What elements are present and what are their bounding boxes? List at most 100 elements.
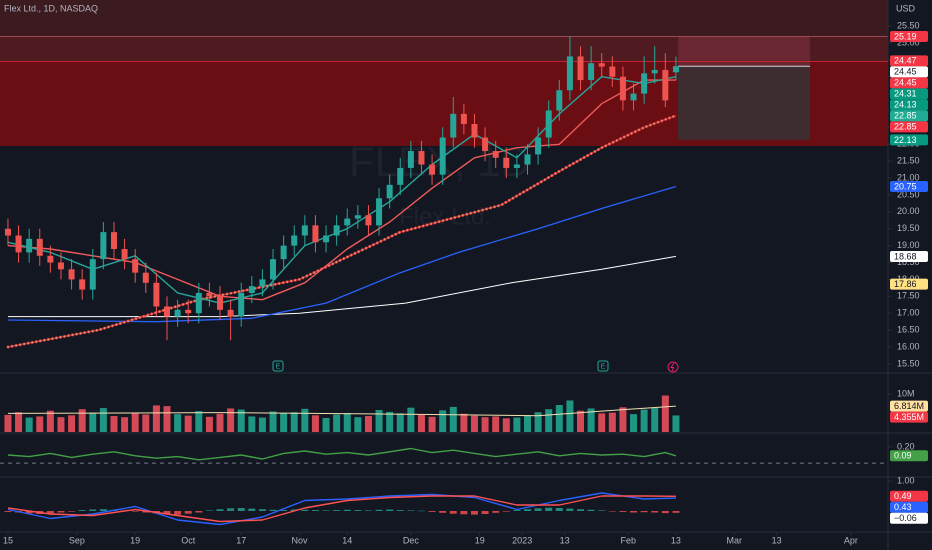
- price-tag-box: [890, 278, 928, 290]
- marker-circle[interactable]: [667, 361, 679, 373]
- dividend-marker[interactable]: [667, 361, 679, 373]
- volume-bar: [513, 417, 521, 432]
- marker-box[interactable]: [272, 360, 284, 372]
- volume-bar: [290, 412, 298, 432]
- price-tag-label: 24.47: [894, 56, 917, 66]
- price-tag: 24.45: [890, 77, 928, 89]
- candle-body: [598, 63, 605, 67]
- x-tick-label: 2023: [512, 535, 532, 545]
- candle-body: [524, 154, 531, 165]
- x-tick-label: Dec: [403, 535, 420, 545]
- earnings-marker[interactable]: E: [597, 360, 609, 372]
- price-tag: 4.355M: [890, 411, 928, 423]
- price-tag: 6.814M: [890, 400, 928, 412]
- price-tag-label: 24.45: [894, 67, 917, 77]
- volume-bar: [99, 408, 107, 432]
- candle-body: [291, 235, 298, 246]
- volume-bar: [322, 417, 330, 432]
- marker-box[interactable]: [597, 360, 609, 372]
- volume-bar: [68, 415, 76, 432]
- candle-body: [15, 235, 22, 253]
- price-tag-box: [890, 512, 928, 524]
- candle-body: [280, 245, 287, 260]
- marker-label[interactable]: E: [276, 363, 281, 370]
- price-tag: 24.45: [890, 66, 928, 78]
- candle-body: [439, 137, 446, 175]
- y-tick-label: 17.00: [897, 308, 920, 318]
- candle-body: [662, 69, 669, 101]
- x-tick-label: 15: [3, 535, 13, 545]
- histogram-bar: [57, 511, 65, 513]
- candle-body: [577, 56, 584, 81]
- x-tick-label: Apr: [844, 535, 858, 545]
- price-tag-box: [890, 55, 928, 67]
- histogram-bar: [439, 511, 447, 513]
- candle-body: [142, 272, 149, 283]
- x-tick-label: 17: [236, 535, 246, 545]
- candle-body: [535, 137, 542, 155]
- price-tag: 22.85: [890, 121, 928, 133]
- volume-bar: [89, 412, 97, 432]
- histogram-bar: [184, 511, 192, 514]
- y-tick-label: 16.50: [897, 324, 920, 334]
- candle-body: [386, 184, 393, 199]
- histogram-bar: [25, 511, 33, 514]
- volume-bar: [121, 417, 129, 432]
- candle-body: [26, 238, 33, 253]
- histogram-bar: [449, 511, 457, 514]
- price-tag-label: 24.45: [894, 78, 917, 88]
- earnings-marker[interactable]: E: [272, 360, 284, 372]
- price-tag-label: 0.43: [894, 502, 912, 512]
- price-tag-label: 20.75: [894, 181, 917, 191]
- histogram-bar: [163, 511, 171, 514]
- price-tag-label: 22.85: [894, 111, 917, 121]
- volume-bar: [142, 414, 150, 432]
- histogram-bar: [311, 510, 319, 511]
- marker-label[interactable]: E: [601, 363, 606, 370]
- histogram-bar: [396, 510, 404, 511]
- volume-bar: [651, 408, 659, 432]
- marker-icon[interactable]: [670, 362, 675, 372]
- volume-bar: [608, 412, 616, 432]
- volume-bar: [364, 416, 372, 432]
- histogram-bar: [555, 508, 563, 511]
- x-tick-label: 14: [342, 535, 352, 545]
- histogram-bar: [661, 511, 669, 514]
- price-tag: 17.86: [890, 278, 928, 290]
- candle-body: [47, 255, 54, 263]
- price-tag-box: [890, 66, 928, 78]
- histogram-bar: [237, 508, 245, 511]
- candle-body: [365, 215, 372, 226]
- candle-body: [429, 164, 436, 175]
- ma-line: [7, 447, 677, 461]
- volume-bar: [428, 416, 436, 432]
- candle-body: [376, 198, 383, 226]
- y-tick-label: 20.50: [897, 189, 920, 199]
- candle-body: [672, 66, 679, 73]
- histogram-bar: [46, 511, 54, 514]
- price-tag-label: 24.13: [894, 100, 917, 110]
- volume-bar: [587, 408, 595, 432]
- histogram-bar: [280, 510, 288, 511]
- histogram-bar: [492, 511, 500, 513]
- volume-bar: [577, 410, 585, 432]
- price-tag: 24.47: [890, 55, 928, 67]
- histogram-bar: [205, 510, 213, 511]
- candle-body: [482, 137, 489, 152]
- histogram-bar: [89, 509, 97, 511]
- candle-body: [238, 292, 245, 317]
- histogram-bar: [68, 511, 76, 512]
- candle-body: [174, 309, 181, 317]
- histogram-bar: [248, 508, 256, 511]
- candle-body: [100, 232, 107, 260]
- candle-body: [36, 238, 43, 256]
- price-tag-box: [890, 134, 928, 146]
- price-tag-box: [890, 490, 928, 502]
- volume-bar: [460, 413, 468, 432]
- volume-bar: [25, 417, 33, 432]
- volume-bar: [110, 416, 118, 432]
- volume-bar: [481, 417, 489, 432]
- histogram-bar: [672, 511, 680, 513]
- price-tag: −0.06: [890, 512, 928, 524]
- volume-bar: [131, 412, 139, 432]
